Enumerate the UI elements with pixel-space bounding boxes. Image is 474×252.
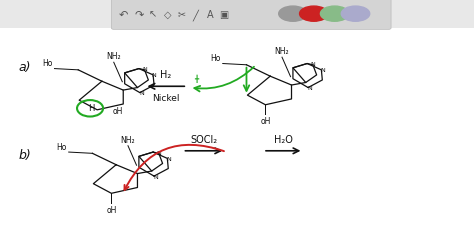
Text: N: N [156,150,161,155]
Text: N: N [152,73,156,78]
Text: ◇: ◇ [164,10,171,20]
Text: b): b) [19,149,32,162]
Circle shape [341,7,370,22]
Text: N: N [139,91,144,96]
Circle shape [300,7,328,22]
Text: ✂: ✂ [177,10,186,20]
Text: oH: oH [112,107,123,116]
Text: ↶: ↶ [118,10,128,20]
Text: H₂: H₂ [160,70,172,80]
Text: N: N [142,67,147,72]
Text: NH₂: NH₂ [275,47,289,56]
Text: oH: oH [260,117,271,126]
Text: SOCl₂: SOCl₂ [190,135,218,145]
Text: ▣: ▣ [219,10,229,20]
Text: oH: oH [106,205,117,214]
Text: N: N [166,156,171,161]
Text: Nickel: Nickel [152,93,180,102]
Text: ╱: ╱ [193,9,199,20]
Text: H: H [88,103,94,112]
Text: NH₂: NH₂ [121,135,135,144]
Text: H₂O: H₂O [274,135,292,145]
Circle shape [320,7,349,22]
Text: N: N [320,68,325,73]
Bar [0,29,474,252]
Text: Ho: Ho [210,54,220,63]
Circle shape [279,7,307,22]
Text: ╋: ╋ [195,75,199,83]
Text: Ho: Ho [56,142,66,151]
Text: NH₂: NH₂ [107,52,121,61]
Text: N: N [308,86,312,91]
FancyBboxPatch shape [111,0,391,30]
FancyArrowPatch shape [125,145,224,190]
Text: a): a) [19,60,31,74]
Text: N: N [310,62,315,67]
Text: Ho: Ho [42,59,52,68]
Text: ↖: ↖ [149,10,157,20]
Text: A: A [207,10,213,20]
Text: N: N [154,174,158,179]
Text: ↷: ↷ [134,10,144,20]
